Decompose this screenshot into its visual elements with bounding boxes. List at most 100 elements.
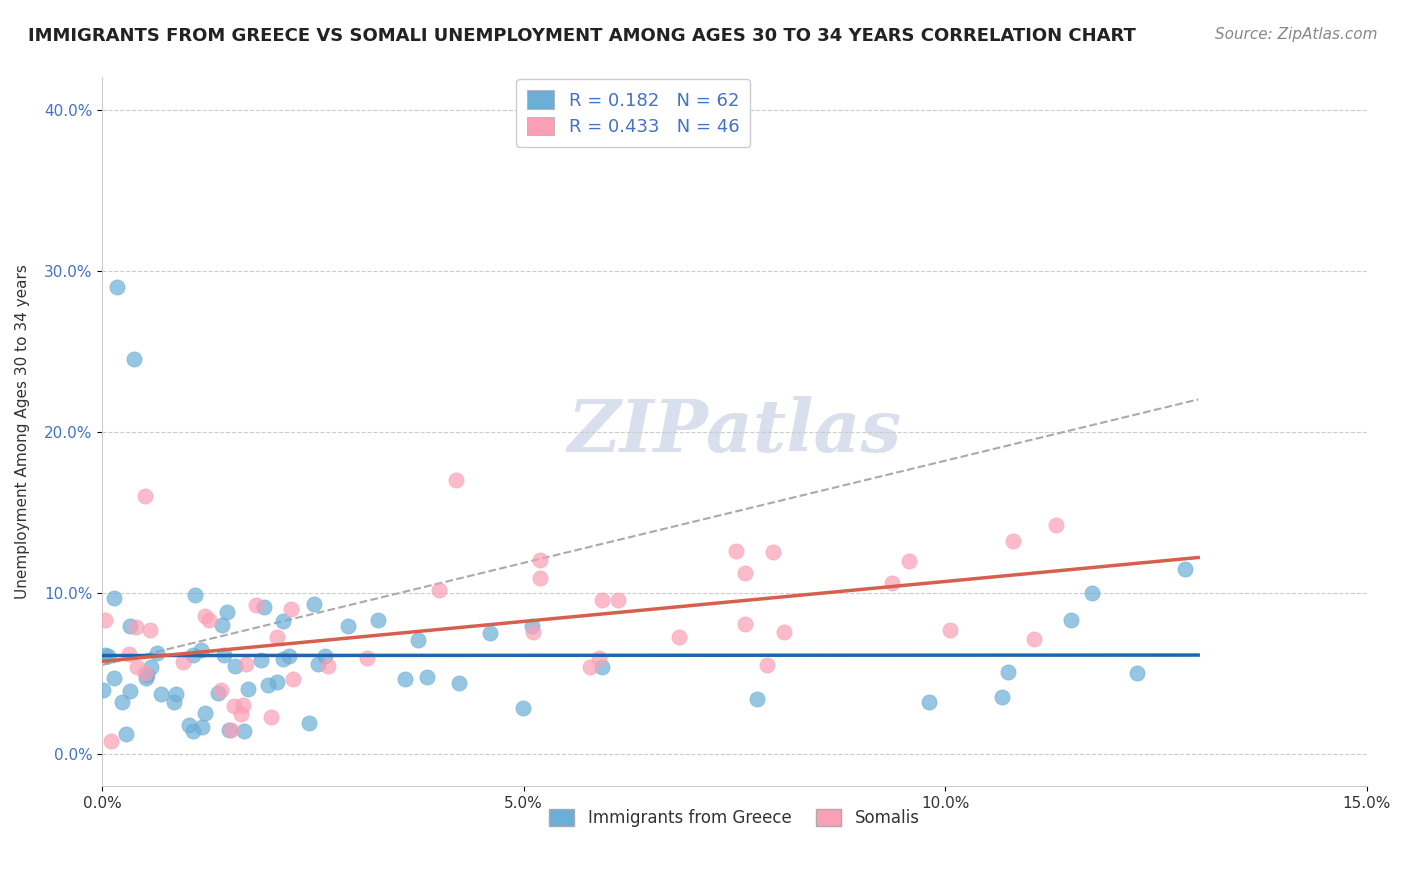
Point [308,657,330,672]
Point [97,649,120,664]
Point [94,648,117,662]
Point [134,489,156,503]
Point [266,674,288,689]
Point [734,566,756,580]
Point [1174,562,1197,576]
Point [734,617,756,632]
Point [478,625,501,640]
Point [215,605,238,619]
Point [172,655,194,669]
Point [745,691,768,706]
Point [762,545,785,559]
Point [522,624,544,639]
Point [773,625,796,640]
Point [118,647,141,661]
Point [394,672,416,686]
Point [253,599,276,614]
Point [1001,533,1024,548]
Point [606,592,628,607]
Point [529,571,551,585]
Point [91,683,114,698]
Text: Source: ZipAtlas.com: Source: ZipAtlas.com [1215,27,1378,42]
Point [591,660,613,674]
Point [107,279,129,293]
Point [224,659,246,673]
Point [997,665,1019,680]
Point [880,576,903,591]
Point [103,671,125,685]
Point [232,724,254,739]
Point [212,648,235,662]
Point [181,648,204,662]
Point [100,733,122,747]
Point [165,687,187,701]
Point [356,650,378,665]
Point [271,652,294,666]
Point [124,352,146,367]
Point [211,618,233,632]
Point [146,646,169,660]
Point [110,695,132,709]
Point [1060,613,1083,627]
Point [198,613,221,627]
Point [235,657,257,671]
Point [191,719,214,733]
Point [139,623,162,637]
Point [592,592,614,607]
Point [136,667,159,681]
Point [512,701,534,715]
Point [181,723,204,738]
Point [238,681,260,696]
Point [283,673,305,687]
Text: IMMIGRANTS FROM GREECE VS SOMALI UNEMPLOYMENT AMONG AGES 30 TO 34 YEARS CORRELAT: IMMIGRANTS FROM GREECE VS SOMALI UNEMPLO… [28,27,1136,45]
Point [232,698,254,712]
Point [522,618,544,632]
Point [298,715,321,730]
Point [125,620,148,634]
Point [222,698,245,713]
Point [756,658,779,673]
Point [114,727,136,741]
Point [134,666,156,681]
Point [991,690,1014,704]
Point [193,706,215,721]
Point [218,723,240,737]
Point [897,554,920,568]
Text: ZIPatlas: ZIPatlas [568,396,901,467]
Point [209,682,232,697]
Point [1080,586,1102,600]
Point [150,688,173,702]
Point [219,723,242,737]
Point [118,684,141,698]
Point [256,678,278,692]
Point [120,619,142,633]
Point [277,648,299,663]
Point [93,613,115,627]
Y-axis label: Unemployment Among Ages 30 to 34 years: Unemployment Among Ages 30 to 34 years [15,264,30,599]
Point [139,659,162,673]
Point [249,653,271,667]
Point [207,686,229,700]
Point [103,591,125,606]
Point [190,643,212,657]
Point [529,553,551,567]
Point [316,659,339,673]
Point [1126,665,1149,680]
Point [179,718,201,732]
Point [135,671,157,685]
Point [588,651,610,665]
Point [336,619,359,633]
Point [447,675,470,690]
Point [406,633,429,648]
Point [427,583,450,598]
Point [725,544,748,558]
Point [367,613,389,627]
Point [415,670,437,684]
Point [271,614,294,628]
Point [1024,632,1046,647]
Point [184,588,207,602]
Point [231,706,253,721]
Point [266,631,288,645]
Point [280,601,302,615]
Point [245,599,267,613]
